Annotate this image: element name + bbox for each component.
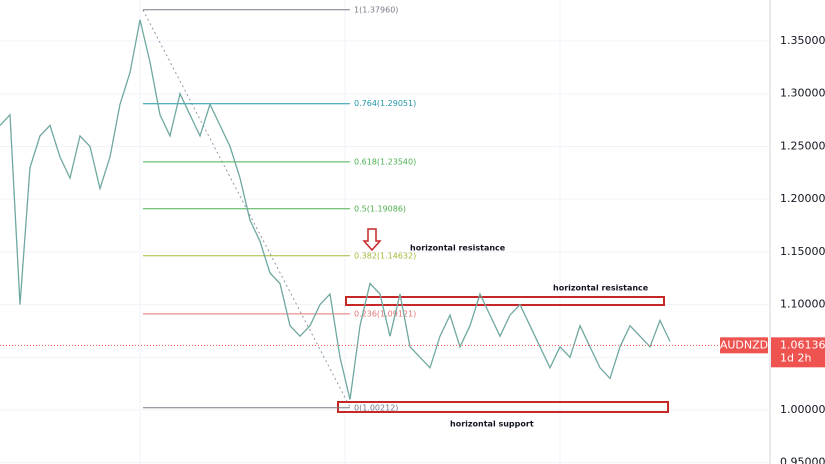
countdown: 1d 2h — [780, 351, 811, 364]
y-tick-label: 1.35000 — [780, 34, 825, 47]
y-tick-label: 1.25000 — [780, 139, 825, 152]
resistance-box — [345, 296, 665, 306]
annotation: horizontal resistance — [410, 244, 506, 253]
y-tick-label: 1.15000 — [780, 245, 825, 258]
support-box — [337, 401, 669, 413]
fib-label: 1(1.37960) — [354, 5, 398, 14]
last-price-label: 1.06136 — [780, 338, 825, 351]
fib-label: 0.382(1.14632) — [354, 251, 416, 260]
price-tag — [771, 337, 825, 368]
fib-label: 0.5(1.19086) — [354, 204, 406, 213]
arrow — [362, 228, 382, 252]
y-tick-label: 1.30000 — [780, 87, 825, 100]
y-tick-label: 1.00000 — [780, 403, 825, 416]
fib-label: 0.764(1.29051) — [354, 99, 416, 108]
y-tick-label: 0.95000 — [780, 456, 825, 464]
y-tick-label: 1.10000 — [780, 298, 825, 311]
annotation: horizontal support — [450, 420, 534, 429]
symbol-tag — [720, 337, 768, 354]
y-tick-label: 1.20000 — [780, 192, 825, 205]
price-line — [0, 19, 671, 400]
fib-label: 0.618(1.23540) — [354, 157, 416, 166]
fib-label: 0(1.00212) — [354, 403, 398, 412]
symbol-label: AUDNZD — [720, 338, 768, 351]
annotation: horizontal resistance — [553, 284, 649, 293]
